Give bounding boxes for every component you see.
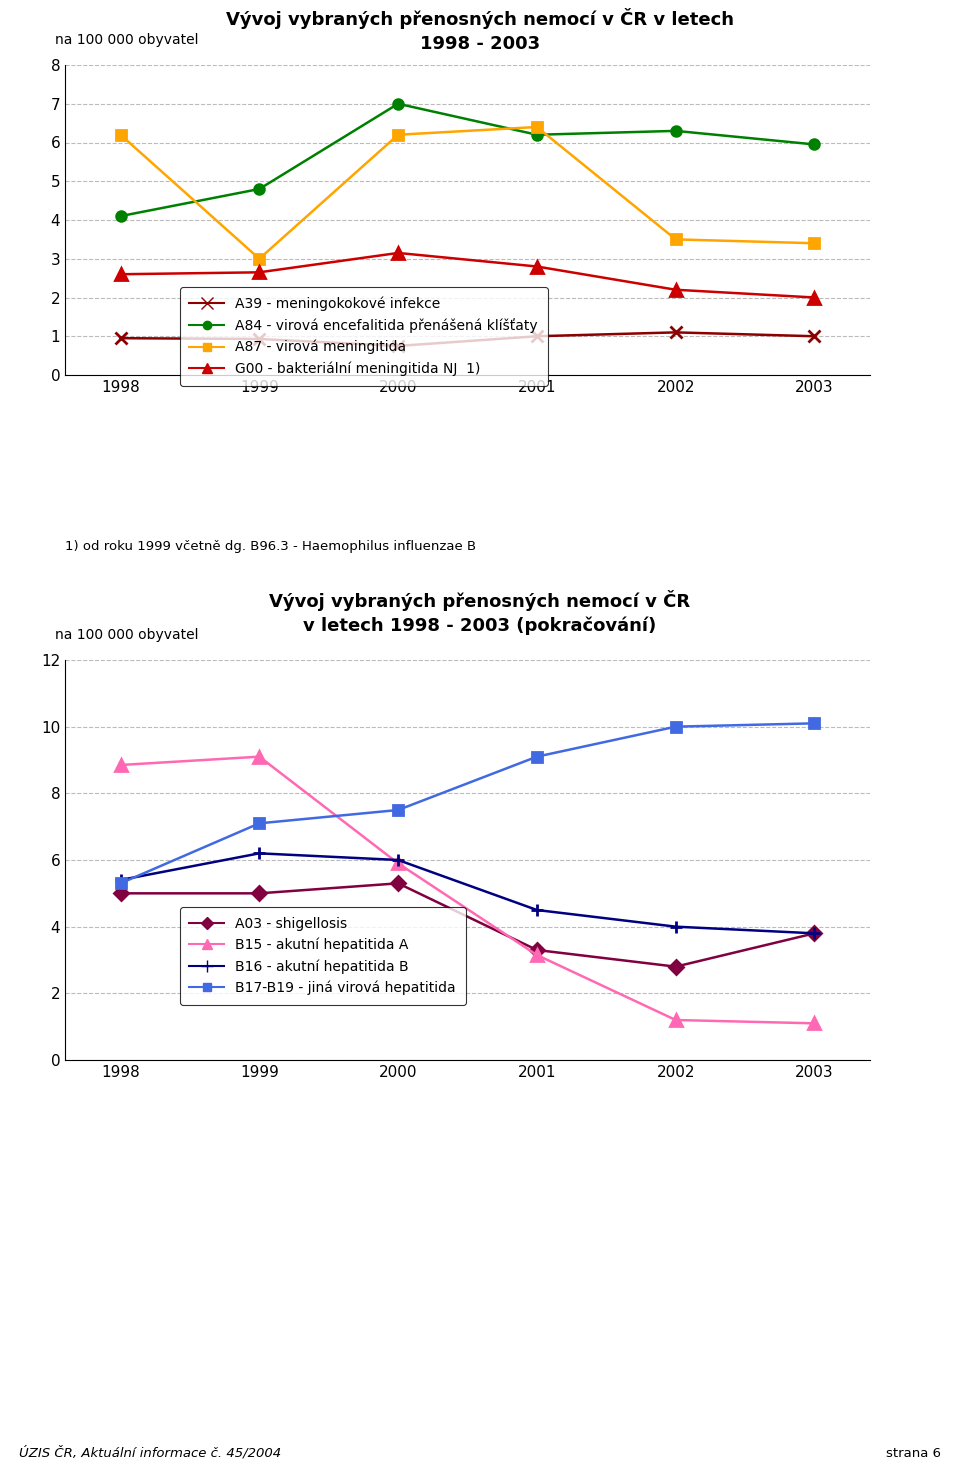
Text: Vývoj vybraných přenosných nemocí v ČR v letech
1998 - 2003: Vývoj vybraných přenosných nemocí v ČR v…: [226, 7, 734, 52]
Legend: A39 - meningokokové infekce, A84 - virová encefalitida přenášená klíšťaty, A87 -: A39 - meningokokové infekce, A84 - virov…: [180, 288, 547, 385]
Text: 1) od roku 1999 včetně dg. B96.3 - Haemophilus influenzae B: 1) od roku 1999 včetně dg. B96.3 - Haemo…: [65, 539, 476, 553]
Text: Vývoj vybraných přenosných nemocí v ČR
v letech 1998 - 2003 (pokračování): Vývoj vybraných přenosných nemocí v ČR v…: [270, 590, 690, 636]
Text: strana 6: strana 6: [886, 1446, 941, 1460]
Text: na 100 000 obyvatel: na 100 000 obyvatel: [56, 33, 199, 47]
Text: na 100 000 obyvatel: na 100 000 obyvatel: [56, 628, 199, 642]
Legend: A03 - shigellosis, B15 - akutní hepatitida A, B16 - akutní hepatitida B, B17-B19: A03 - shigellosis, B15 - akutní hepatiti…: [180, 907, 466, 1005]
Text: ÚZIS ČR, Aktuální informace č. 45/2004: ÚZIS ČR, Aktuální informace č. 45/2004: [19, 1446, 281, 1460]
